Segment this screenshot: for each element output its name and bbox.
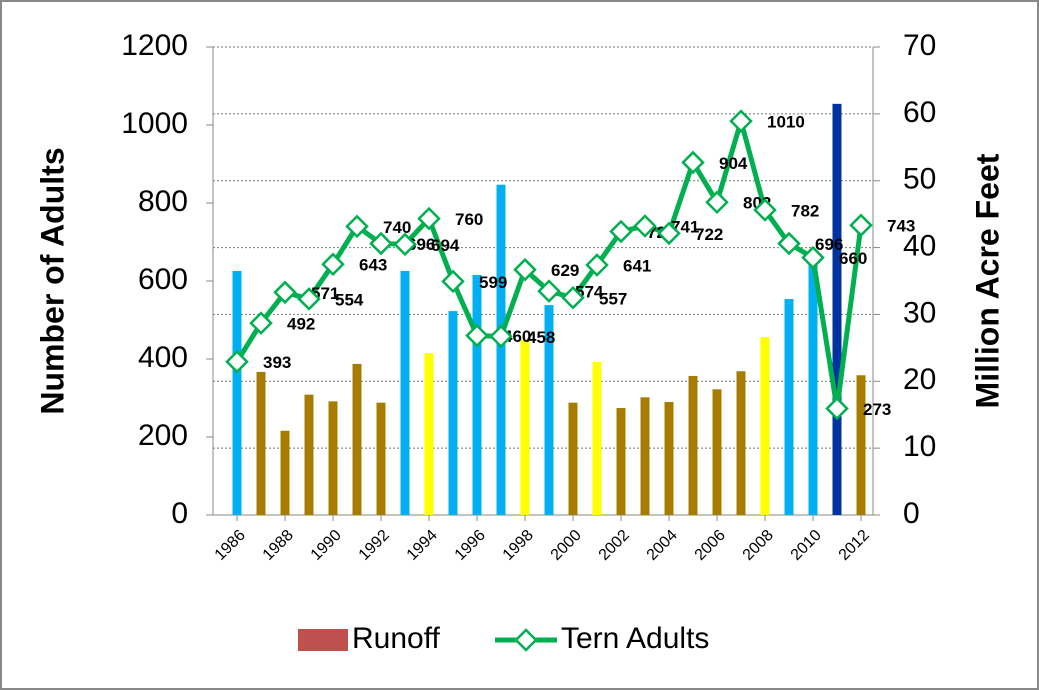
bar	[856, 375, 866, 515]
marker	[393, 232, 417, 257]
y-tick-label: 0	[171, 497, 188, 530]
marker	[273, 280, 297, 305]
data-label: 643	[359, 256, 387, 275]
data-label: 629	[551, 261, 579, 280]
bar	[352, 363, 362, 515]
bar	[232, 270, 242, 515]
marker	[513, 257, 537, 282]
data-label: 557	[599, 289, 627, 308]
data-label: 599	[479, 273, 507, 292]
bar	[472, 274, 482, 515]
marker	[681, 150, 705, 175]
data-label: 760	[455, 210, 483, 229]
marker	[849, 213, 873, 237]
marker	[729, 109, 753, 133]
data-label: 696	[407, 235, 435, 254]
bar	[760, 337, 770, 515]
legend-label: Runoff	[352, 622, 441, 655]
data-label: 782	[791, 202, 819, 221]
marker	[321, 252, 345, 276]
marker	[561, 286, 585, 310]
marker	[489, 324, 513, 349]
bar	[616, 408, 626, 515]
bar	[496, 184, 506, 515]
y2-tick-label: 70	[903, 29, 936, 62]
data-label: 458	[527, 328, 555, 347]
marker	[441, 269, 465, 294]
y-tick-label: 600	[138, 263, 188, 296]
bar	[568, 402, 578, 515]
data-label: 273	[863, 400, 891, 419]
marker	[825, 396, 849, 421]
bar	[280, 430, 290, 515]
y2-tick-label: 60	[903, 96, 936, 129]
marker	[585, 253, 609, 277]
marker	[345, 214, 369, 239]
bar	[832, 103, 842, 515]
data-label: 492	[287, 315, 315, 334]
bar	[712, 389, 722, 515]
data-label: 641	[623, 256, 651, 275]
data-label: 1010	[767, 113, 805, 132]
data-label: 904	[719, 154, 748, 173]
bar	[256, 371, 266, 515]
bar	[736, 371, 746, 515]
bar	[448, 311, 458, 515]
bar	[304, 394, 314, 515]
y2-tick-label: 30	[903, 296, 936, 329]
data-label: 660	[839, 249, 867, 268]
marker	[633, 214, 657, 238]
data-label: 554	[335, 290, 364, 309]
data-label: 743	[887, 217, 915, 236]
bar	[520, 339, 530, 515]
marker	[537, 279, 561, 303]
y2-tick-label: 20	[903, 363, 936, 396]
y-tick-label: 200	[138, 419, 188, 452]
bar	[592, 361, 602, 515]
y2-axis-title: Million Acre Feet	[969, 153, 1005, 408]
marker	[417, 206, 441, 231]
y2-tick-label: 50	[903, 163, 936, 196]
data-label: 460	[503, 327, 531, 346]
bar	[376, 402, 386, 515]
legend-swatch	[298, 629, 348, 651]
legend-swatch	[514, 628, 538, 652]
marker	[465, 323, 489, 348]
legend-label: Tern Adults	[561, 622, 709, 655]
y2-tick-label: 40	[903, 229, 936, 262]
marker	[753, 198, 777, 222]
marker	[705, 190, 729, 214]
bar	[808, 254, 818, 515]
y-tick-label: 1000	[121, 107, 188, 140]
marker	[609, 219, 633, 244]
data-label: 722	[695, 225, 723, 244]
y2-tick-label: 10	[903, 430, 936, 463]
bar	[640, 397, 650, 515]
bar	[784, 299, 794, 515]
marker	[657, 221, 681, 246]
y-axis-title: Number of Adults	[34, 147, 70, 414]
bar	[688, 375, 698, 515]
y-tick-label: 400	[138, 341, 188, 374]
marker	[777, 231, 801, 256]
data-label: 694	[431, 236, 460, 255]
data-label: 696	[815, 235, 843, 254]
marker	[369, 231, 393, 256]
marker	[249, 311, 273, 335]
data-label: 393	[263, 353, 291, 372]
y2-tick-label: 0	[903, 497, 920, 530]
data-label: 740	[383, 218, 411, 237]
marker	[225, 349, 249, 374]
bar	[544, 305, 554, 515]
bar	[400, 270, 410, 515]
marker	[297, 287, 321, 311]
bar	[664, 402, 674, 515]
y-tick-label: 800	[138, 185, 188, 218]
bar	[328, 401, 338, 515]
marker	[801, 245, 825, 270]
y-tick-label: 1200	[121, 29, 188, 62]
bar	[424, 353, 434, 515]
